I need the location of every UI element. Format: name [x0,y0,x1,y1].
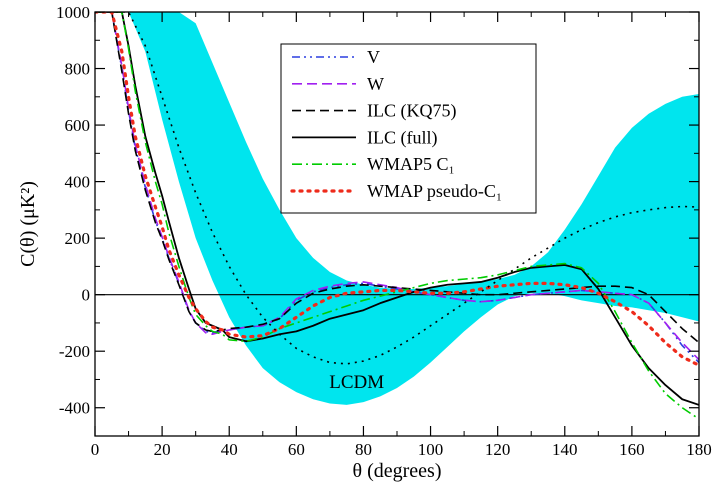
lcdm-band-label: LCDM [329,372,384,393]
legend-label-wmap5-c: WMAP5 C₁ [367,154,455,174]
y-axis-title: C(θ) (μK²) [17,181,39,267]
series-line-ilc-full [95,12,699,406]
x-tick-label: 180 [686,440,712,459]
series-line-wmap5-c [95,12,699,420]
y-tick-label: 1000 [56,3,90,22]
legend-items: VW ILC (KQ75) ILC (full) WMAP5 C₁ WMAP pseud… [290,47,502,201]
x-tick-label: 80 [355,440,372,459]
x-tick-label: 140 [552,440,578,459]
y-tick-label: 800 [65,60,91,79]
legend: VW ILC (KQ75) ILC (full) WMAP5 C₁ WMAP pseud… [280,43,537,214]
x-tick-label: 40 [221,440,238,459]
lcdm-band-layer [95,12,699,405]
x-tick-label: 20 [154,440,171,459]
lcdm-band [95,12,699,405]
x-tick-label: 100 [418,440,444,459]
series-line-ilc-kq75 [95,12,699,344]
y-tick-label: 400 [65,173,91,192]
y-tick-label: 600 [65,116,91,135]
tick-layer: 0 20 40 60 80 100 120 140 160 180 -400 -200 0 200 400 6… [56,3,712,459]
series-line-wmap-pseudo-c [95,12,699,367]
series-line-w [95,12,699,361]
y-tick-label: 0 [82,286,91,305]
y-tick-label: -400 [59,399,90,418]
legend-label-wmap-pseudo-c: WMAP pseudo-C₁ [367,181,502,201]
legend-label-v: V [367,47,380,67]
x-axis-title: θ (degrees) [353,460,442,482]
y-tick-label: -200 [59,342,90,361]
legend-box [280,43,537,214]
legend-label-ilc-kq75: ILC (KQ75) [367,101,456,122]
x-tick-label: 160 [619,440,645,459]
x-tick-label: 0 [91,440,100,459]
legend-label-ilc-full: ILC (full) [367,127,437,148]
legend-label-w: W [367,74,384,94]
x-tick-label: 60 [288,440,305,459]
x-tick-label: 120 [485,440,511,459]
y-tick-label: 200 [65,229,91,248]
series-layer [95,12,699,420]
